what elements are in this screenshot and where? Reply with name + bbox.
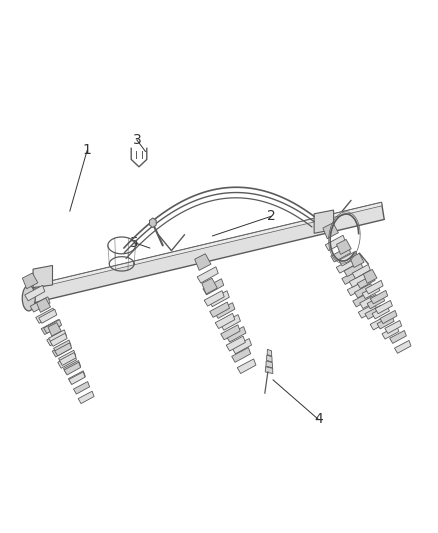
Polygon shape — [267, 355, 272, 362]
Polygon shape — [203, 279, 224, 295]
Polygon shape — [395, 341, 411, 353]
Polygon shape — [36, 308, 55, 324]
Polygon shape — [27, 203, 384, 304]
Polygon shape — [336, 239, 351, 254]
Polygon shape — [372, 305, 389, 319]
Polygon shape — [39, 309, 57, 323]
Polygon shape — [380, 310, 397, 324]
Text: 2: 2 — [266, 209, 275, 223]
Polygon shape — [365, 305, 383, 319]
Polygon shape — [49, 330, 66, 343]
Polygon shape — [265, 367, 273, 374]
Polygon shape — [232, 338, 251, 354]
Text: 3: 3 — [132, 133, 141, 147]
Polygon shape — [385, 320, 402, 334]
Polygon shape — [342, 269, 361, 285]
Polygon shape — [221, 325, 240, 340]
Polygon shape — [382, 326, 399, 339]
Polygon shape — [365, 280, 383, 294]
Polygon shape — [210, 302, 230, 317]
Polygon shape — [358, 304, 377, 318]
Polygon shape — [55, 343, 72, 356]
Polygon shape — [37, 298, 50, 312]
Polygon shape — [149, 218, 156, 228]
Polygon shape — [74, 382, 90, 394]
Polygon shape — [60, 352, 76, 366]
Polygon shape — [78, 391, 94, 403]
Polygon shape — [314, 210, 334, 233]
Polygon shape — [362, 285, 380, 298]
Polygon shape — [370, 316, 388, 330]
Polygon shape — [215, 313, 235, 328]
Polygon shape — [232, 348, 251, 362]
Polygon shape — [357, 274, 375, 288]
Polygon shape — [22, 273, 38, 289]
Polygon shape — [353, 292, 372, 307]
Polygon shape — [59, 350, 76, 364]
Polygon shape — [33, 265, 53, 288]
Polygon shape — [52, 342, 71, 357]
Polygon shape — [367, 295, 385, 309]
Polygon shape — [266, 361, 272, 368]
Polygon shape — [325, 235, 345, 251]
Polygon shape — [64, 360, 81, 374]
Polygon shape — [323, 223, 339, 239]
Text: 1: 1 — [83, 143, 92, 157]
Polygon shape — [25, 285, 45, 301]
Polygon shape — [267, 349, 272, 356]
Polygon shape — [47, 331, 66, 346]
Polygon shape — [194, 254, 211, 270]
Polygon shape — [215, 303, 235, 318]
Polygon shape — [370, 290, 388, 304]
Polygon shape — [44, 320, 62, 333]
Polygon shape — [53, 340, 71, 353]
Polygon shape — [390, 330, 406, 343]
Polygon shape — [48, 322, 61, 336]
Polygon shape — [339, 251, 358, 266]
Polygon shape — [226, 327, 246, 342]
Text: 4: 4 — [314, 413, 323, 426]
Polygon shape — [209, 290, 230, 306]
Polygon shape — [377, 316, 394, 329]
Polygon shape — [350, 253, 364, 268]
Polygon shape — [204, 290, 224, 306]
Polygon shape — [354, 284, 373, 298]
Polygon shape — [202, 278, 217, 294]
Ellipse shape — [22, 285, 35, 311]
Polygon shape — [375, 301, 392, 314]
Polygon shape — [69, 372, 85, 384]
Polygon shape — [30, 297, 50, 312]
Polygon shape — [68, 371, 85, 384]
Polygon shape — [360, 294, 378, 309]
Polygon shape — [237, 359, 256, 374]
Polygon shape — [41, 319, 60, 335]
Polygon shape — [220, 314, 240, 330]
Polygon shape — [336, 258, 356, 273]
Polygon shape — [349, 273, 368, 287]
Polygon shape — [50, 333, 67, 346]
Polygon shape — [344, 262, 363, 277]
Polygon shape — [364, 270, 377, 284]
Polygon shape — [64, 362, 81, 375]
Polygon shape — [27, 203, 382, 290]
Polygon shape — [331, 247, 350, 262]
Text: 5: 5 — [130, 236, 139, 250]
Polygon shape — [226, 336, 245, 351]
Polygon shape — [352, 264, 370, 278]
Polygon shape — [58, 354, 77, 368]
Polygon shape — [347, 281, 367, 296]
Polygon shape — [197, 267, 218, 283]
